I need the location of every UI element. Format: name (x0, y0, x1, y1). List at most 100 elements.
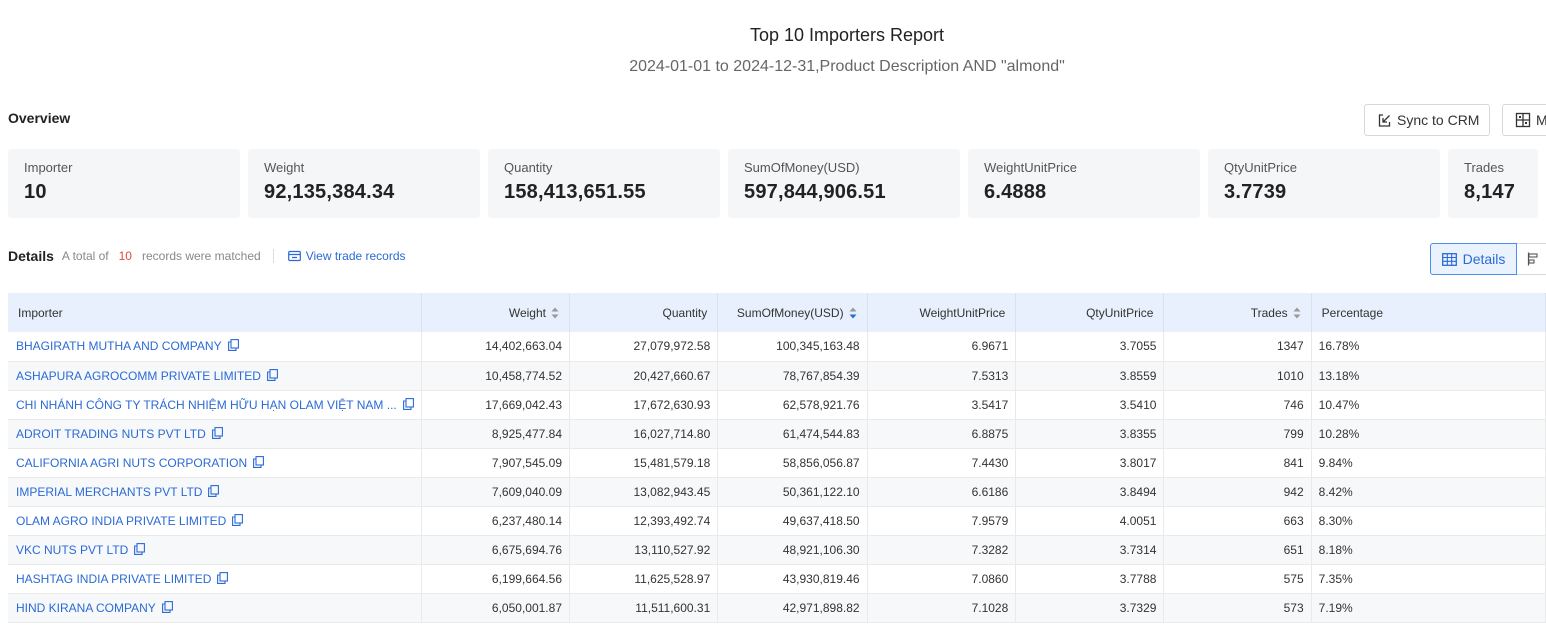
col-header-sum-of-money[interactable]: SumOfMoney(USD) (717, 293, 868, 332)
copy-icon[interactable] (232, 513, 244, 526)
cell-sum-of-money: 100,345,163.48 (717, 332, 868, 362)
sort-icon[interactable] (1293, 307, 1301, 319)
cell-quantity: 20,427,660.67 (569, 361, 719, 391)
copy-icon[interactable] (134, 542, 146, 555)
cell-sum-of-money: 61,474,544.83 (717, 419, 868, 449)
table-row: HASHTAG INDIA PRIVATE LIMITED 6,199,664.5… (8, 564, 1546, 594)
col-header-weight-unit-price: WeightUnitPrice (867, 293, 1017, 332)
copy-icon[interactable] (211, 426, 223, 439)
cell-sum-of-money: 48,921,106.30 (717, 535, 868, 565)
importer-link[interactable]: OLAM AGRO INDIA PRIVATE LIMITED (16, 513, 227, 528)
col-header-weight[interactable]: Weight (421, 293, 571, 332)
cell-importer: CHI NHÁNH CÔNG TY TRÁCH NHIỆM HỮU HẠN OL… (8, 390, 422, 420)
cell-weight: 14,402,663.04 (421, 332, 571, 362)
cell-percentage: 8.42% (1311, 477, 1546, 507)
cell-weight-unit-price: 7.3282 (867, 535, 1017, 565)
card-quantity: Quantity 158,413,651.55 (488, 149, 720, 218)
cell-quantity: 12,393,492.74 (569, 506, 719, 536)
cell-percentage: 10.47% (1311, 390, 1546, 420)
importer-link[interactable]: IMPERIAL MERCHANTS PVT LTD (16, 484, 203, 499)
importer-link[interactable]: HASHTAG INDIA PRIVATE LIMITED (16, 571, 212, 586)
importer-link[interactable]: ASHAPURA AGROCOMM PRIVATE LIMITED (16, 368, 261, 383)
cell-weight-unit-price: 7.9579 (867, 506, 1017, 536)
cell-importer: IMPERIAL MERCHANTS PVT LTD (8, 477, 422, 507)
divider (272, 249, 274, 263)
table-row: ADROIT TRADING NUTS PVT LTD 8,925,477.84 1… (8, 419, 1546, 449)
table-row: CHI NHÁNH CÔNG TY TRÁCH NHIỆM HỮU HẠN OL… (8, 390, 1546, 420)
col-header-trades[interactable]: Trades (1163, 293, 1312, 332)
view-trade-records-link[interactable]: View trade records (287, 249, 406, 263)
copy-icon[interactable] (161, 600, 173, 613)
cell-quantity: 11,511,600.31 (569, 593, 719, 623)
sort-icon[interactable] (551, 307, 559, 319)
cell-qty-unit-price: 4.0051 (1015, 506, 1165, 536)
table-header-row: Importer Weight Quantity SumOfMoney(USD)… (8, 293, 1546, 332)
copy-icon[interactable] (217, 571, 229, 584)
cell-quantity: 15,481,579.18 (569, 448, 719, 478)
sort-desc-icon[interactable] (849, 307, 857, 319)
cell-importer: ASHAPURA AGROCOMM PRIVATE LIMITED (8, 361, 422, 391)
report-subtitle: 2024-01-01 to 2024-12-31,Product Descrip… (629, 58, 1065, 75)
more-button[interactable]: M (1502, 104, 1546, 136)
card-value: 158,413,651.55 (504, 181, 646, 203)
copy-icon[interactable] (266, 368, 278, 381)
importer-link[interactable]: ADROIT TRADING NUTS PVT LTD (16, 426, 206, 441)
cell-quantity: 13,082,943.45 (569, 477, 719, 507)
card-trades: Trades 8,147 (1448, 149, 1538, 218)
sync-to-crm-button[interactable]: Sync to CRM (1364, 104, 1490, 136)
cell-weight-unit-price: 7.1028 (867, 593, 1017, 623)
cell-qty-unit-price: 3.8017 (1015, 448, 1165, 478)
cell-sum-of-money: 62,578,921.76 (717, 390, 868, 420)
card-label: Trades (1464, 160, 1504, 175)
cell-qty-unit-price: 3.8559 (1015, 361, 1165, 391)
bar-chart-icon (1527, 252, 1538, 266)
cell-percentage: 8.18% (1311, 535, 1546, 565)
card-value: 3.7739 (1224, 181, 1287, 203)
cell-trades: 573 (1163, 593, 1312, 623)
report-title: Top 10 Importers Report (749, 25, 945, 45)
card-importer: Importer 10 (8, 149, 240, 218)
importer-link[interactable]: CHI NHÁNH CÔNG TY TRÁCH NHIỆM HỮU HẠN OL… (16, 397, 397, 412)
copy-icon[interactable] (208, 484, 220, 497)
cell-importer: OLAM AGRO INDIA PRIVATE LIMITED (8, 506, 422, 536)
card-qty-unit-price: QtyUnitPrice 3.7739 (1208, 149, 1440, 218)
cell-quantity: 13,110,527.92 (569, 535, 719, 565)
card-weight-unit-price: WeightUnitPrice 6.4888 (968, 149, 1200, 218)
chart-view-button[interactable] (1517, 243, 1546, 275)
cell-weight-unit-price: 7.0860 (867, 564, 1017, 594)
cell-weight: 6,199,664.56 (421, 564, 571, 594)
cell-qty-unit-price: 3.7329 (1015, 593, 1165, 623)
cell-weight-unit-price: 6.6186 (867, 477, 1017, 507)
cell-importer: BHAGIRATH MUTHA AND COMPANY (8, 332, 422, 362)
cell-weight-unit-price: 7.5313 (867, 361, 1017, 391)
importer-link[interactable]: BHAGIRATH MUTHA AND COMPANY (16, 339, 222, 354)
copy-icon[interactable] (227, 339, 239, 352)
more-label: M (1536, 112, 1546, 128)
card-label: SumOfMoney(USD) (744, 160, 860, 175)
copy-icon[interactable] (253, 455, 265, 468)
cell-weight-unit-price: 6.8875 (867, 419, 1017, 449)
importer-link[interactable]: CALIFORNIA AGRI NUTS CORPORATION (16, 455, 248, 470)
importer-link[interactable]: HIND KIRANA COMPANY (16, 600, 156, 615)
cell-qty-unit-price: 3.5410 (1015, 390, 1165, 420)
details-heading: Details (8, 248, 54, 264)
col-header-percentage: Percentage (1311, 293, 1546, 332)
cell-weight: 6,237,480.14 (421, 506, 571, 536)
cell-trades: 663 (1163, 506, 1312, 536)
importer-link[interactable]: VKC NUTS PVT LTD (16, 542, 129, 557)
card-value: 8,147 (1464, 181, 1516, 203)
copy-icon[interactable] (402, 397, 414, 410)
cell-sum-of-money: 43,930,819.46 (717, 564, 868, 594)
cell-importer: VKC NUTS PVT LTD (8, 535, 422, 565)
card-value: 6.4888 (984, 181, 1047, 203)
card-value: 10 (24, 181, 47, 203)
cell-percentage: 16.78% (1311, 332, 1546, 362)
cell-trades: 1347 (1163, 332, 1312, 362)
cell-sum-of-money: 49,637,418.50 (717, 506, 868, 536)
details-view-button[interactable]: Details (1430, 243, 1517, 275)
cell-qty-unit-price: 3.8494 (1015, 477, 1165, 507)
cell-weight: 7,609,040.09 (421, 477, 571, 507)
cell-quantity: 11,625,528.97 (569, 564, 719, 594)
records-icon (287, 250, 301, 262)
card-value: 597,844,906.51 (744, 181, 886, 203)
